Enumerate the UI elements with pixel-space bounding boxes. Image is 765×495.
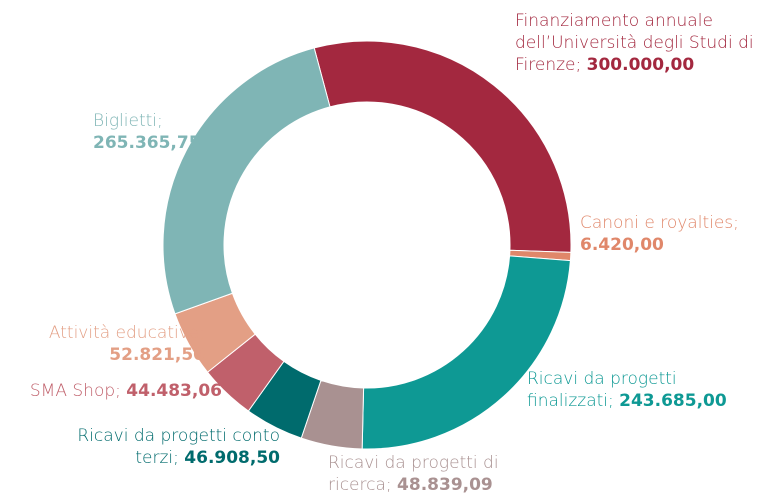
donut-segment [361, 255, 571, 450]
category-name: Canoni e royalties; [580, 213, 739, 233]
segment-label: Canoni e royalties; 6.420,00 [580, 212, 760, 256]
category-name: Attività educative; [48, 323, 205, 343]
value-label: 48.839,09 [397, 475, 493, 495]
donut-segment [313, 40, 572, 253]
segment-label: Ricavi da progetti finalizzati; 243.685,… [527, 368, 727, 412]
segment-label: SMA Shop; 44.483,06 [0, 380, 222, 402]
donut-segment [162, 47, 331, 315]
value-label: 243.685,00 [619, 391, 727, 411]
value-label: 44.483,06 [126, 381, 222, 401]
value-label: 52.821,50 [109, 345, 205, 365]
value-label: 300.000,00 [586, 55, 695, 75]
value-label: 265.365,75 [93, 133, 201, 153]
category-name: Ricavi da progetti finalizzati; [527, 369, 677, 411]
segment-label: Finanziamento annuale dell’Università de… [515, 10, 755, 76]
segment-label: Biglietti; 265.365,75 [93, 110, 213, 154]
value-label: 6.420,00 [580, 235, 664, 255]
segment-label: Attività educative; 52.821,50 [5, 322, 205, 366]
category-name: Finanziamento annuale dell’Università de… [515, 11, 754, 75]
category-name: Biglietti; [93, 111, 163, 131]
value-label: 46.908,50 [184, 448, 280, 468]
category-name: Ricavi da progetti conto terzi; [77, 426, 280, 468]
category-name: Ricavi da progetti di ricerca; [328, 453, 499, 495]
category-name: SMA Shop; [29, 381, 121, 401]
segment-label: Ricavi da progetti conto terzi; 46.908,5… [40, 425, 280, 469]
segment-label: Ricavi da progetti di ricerca; 48.839,09 [328, 452, 528, 495]
